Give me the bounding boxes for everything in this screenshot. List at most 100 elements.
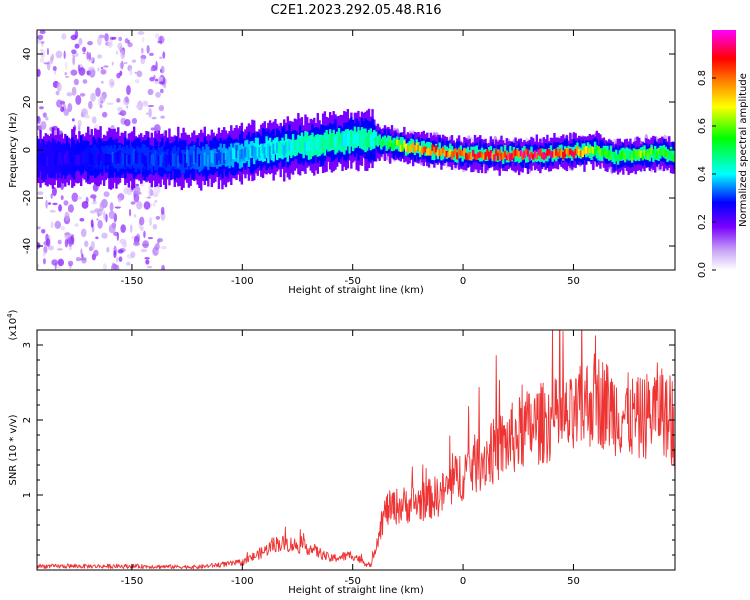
- spectrogram-band-cell: [284, 142, 288, 154]
- spectrogram-noise-cell: [145, 259, 150, 265]
- spectrogram-noise-cell: [101, 111, 108, 118]
- spectrogram-noise-cell: [123, 62, 128, 65]
- spectrogram-noise-cell: [105, 213, 108, 223]
- spectrogram-band-cell: [652, 149, 655, 155]
- spectrogram-band-cell: [309, 136, 312, 151]
- spectrogram-band-cell: [387, 135, 390, 146]
- spectrogram-band-cell: [434, 145, 438, 153]
- spectrogram-noise-cell: [109, 202, 114, 212]
- spectrogram-band-cell: [577, 148, 581, 156]
- spectrogram-band-cell: [516, 149, 519, 157]
- spectrogram-band-cell: [162, 156, 166, 166]
- spectrogram-band-cell: [475, 145, 478, 159]
- spectrogram-band-cell: [452, 150, 455, 158]
- spectrogram-band-cell: [147, 149, 150, 163]
- spectrogram-noise-cell: [135, 183, 140, 187]
- spectrogram-band-cell: [99, 151, 102, 170]
- spectrogram-band-cell: [298, 141, 302, 152]
- spectrogram-noise-cell: [67, 260, 74, 267]
- spectrogram-band-cell: [374, 137, 378, 145]
- spectrogram-band-cell: [226, 152, 229, 163]
- spectrogram-band-cell: [205, 154, 208, 167]
- spectrogram-band-cell: [493, 148, 496, 159]
- spectrogram-noise-cell: [142, 101, 149, 107]
- spectrogram-band-cell: [436, 149, 440, 157]
- spectrogram-noise-cell: [97, 54, 103, 59]
- spectrogram-noise-cell: [74, 223, 79, 228]
- spectrogram-band-cell: [321, 138, 325, 151]
- spectrogram-noise-cell: [106, 102, 114, 106]
- spectrogram-band-cell: [343, 133, 346, 145]
- spectrogram-noise-cell: [81, 200, 89, 209]
- spectrogram-band-cell: [281, 142, 284, 155]
- spectrogram-band-cell: [189, 155, 192, 168]
- snr-panel: -150 -100 -50 0 50 1 2 3 Height of straight lin…: [6, 309, 676, 596]
- snr-xlabel: Height of straight line (km): [288, 585, 424, 596]
- spectrogram-panel: -150 -100 -50 0 50 -40 -20 0 20 40 Height of stra…: [8, 29, 676, 296]
- spectrogram-noise-cell: [70, 69, 78, 76]
- spectrogram-band-cell: [454, 150, 457, 163]
- spectrogram-noise-cell: [88, 100, 93, 110]
- spectrogram-band-cell: [560, 149, 563, 158]
- spectrogram-band-cell: [593, 141, 597, 154]
- spectrogram-band-cell: [187, 156, 191, 167]
- spectrogram-noise-cell: [100, 66, 104, 70]
- spectrogram-band-cell: [254, 147, 258, 161]
- spectrogram-noise-cell: [74, 43, 80, 49]
- spectrogram-band-cell: [600, 149, 604, 156]
- spectrogram-band-cell: [646, 152, 650, 160]
- spectrogram-band-cell: [502, 152, 505, 160]
- spectrogram-noise-cell: [104, 32, 109, 42]
- spectrogram-band-cell: [53, 155, 56, 166]
- spectrogram-band-cell: [171, 153, 175, 167]
- spectrogram-band-cell: [648, 148, 652, 154]
- spectrogram-noise-cell: [157, 186, 161, 194]
- spectrogram-band-cell: [339, 133, 342, 144]
- spectrogram-noise-cell: [79, 217, 85, 222]
- spectrogram-band-cell: [618, 154, 622, 161]
- spectrogram-band-cell: [429, 149, 433, 156]
- spectrogram-band-cell: [540, 152, 544, 159]
- spectrogram-band-cell: [491, 153, 494, 160]
- spectrogram-noise-cell: [155, 91, 161, 98]
- spectrogram-band-cell: [668, 150, 671, 158]
- spectrogram-band-cell: [496, 152, 500, 161]
- spectrogram-noise-cell: [43, 62, 50, 65]
- spectrogram-band-cell: [583, 146, 586, 155]
- spectrogram-band-cell: [242, 149, 245, 161]
- spectrogram-band-cell: [337, 135, 341, 146]
- spectrogram-noise-cell: [97, 67, 100, 72]
- spectrogram-noise-cell: [148, 187, 151, 198]
- spectrogram-noise-cell: [139, 216, 145, 226]
- spectrogram-noise-cell: [51, 259, 58, 266]
- snr-xtick-label: -100: [231, 576, 254, 587]
- spectrogram-band-cell: [279, 142, 282, 156]
- spectrogram-band-cell: [449, 149, 452, 155]
- spectrogram-band-cell: [410, 144, 413, 153]
- spectrogram-band-cell: [51, 153, 55, 167]
- spectrogram-band-cell: [484, 152, 487, 160]
- spectrogram-band-cell: [615, 149, 618, 160]
- spectrogram-noise-cell: [75, 94, 82, 105]
- spectrogram-band-cell: [200, 154, 203, 167]
- spectrogram-noise-cell: [113, 231, 119, 237]
- spectrogram-band-cell: [625, 151, 629, 160]
- spectrogram-noise-cell: [118, 197, 122, 203]
- spectrogram-noise-cell: [37, 242, 41, 249]
- spectrogram-band-cell: [565, 147, 569, 154]
- spectrogram-noise-cell: [133, 241, 140, 247]
- spectrogram-band-cell: [657, 148, 660, 155]
- spectrogram-noise-cell: [49, 56, 54, 65]
- spectrogram-noise-cell: [52, 66, 57, 71]
- spectrogram-band-cell: [256, 144, 259, 157]
- spectrogram-noise-cell: [45, 199, 48, 209]
- spectrogram-band-cell: [221, 153, 224, 164]
- spectrogram-band-cell: [438, 142, 441, 156]
- spectrogram-band-cell: [401, 137, 404, 151]
- spectrogram-noise-cell: [108, 210, 116, 220]
- spectrogram-band-cell: [74, 154, 78, 166]
- spectrogram-noise-cell: [99, 201, 105, 212]
- spectrogram-band-cell: [355, 133, 358, 145]
- spectrogram-band-cell: [597, 146, 600, 161]
- spectrogram-band-cell: [480, 152, 484, 158]
